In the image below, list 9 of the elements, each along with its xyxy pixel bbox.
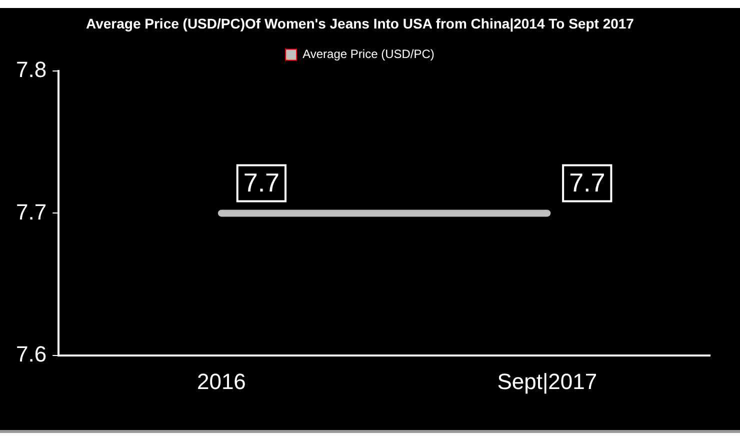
y-tick-label: 7.6	[16, 342, 47, 367]
x-tick-label: 2016	[196, 368, 246, 394]
data-label: 7.7	[243, 167, 280, 198]
data-label: 7.7	[569, 167, 606, 198]
legend-label: Average Price (USD/PC)	[302, 47, 434, 62]
y-tick-label: 7.7	[16, 199, 47, 224]
x-tick-label: Sept|2017	[497, 368, 598, 394]
y-tick-label: 7.8	[16, 56, 47, 82]
chart-title: Average Price (USD/PC)Of Women's Jeans Into USA from China|2014 To Sept 2017	[86, 15, 634, 32]
